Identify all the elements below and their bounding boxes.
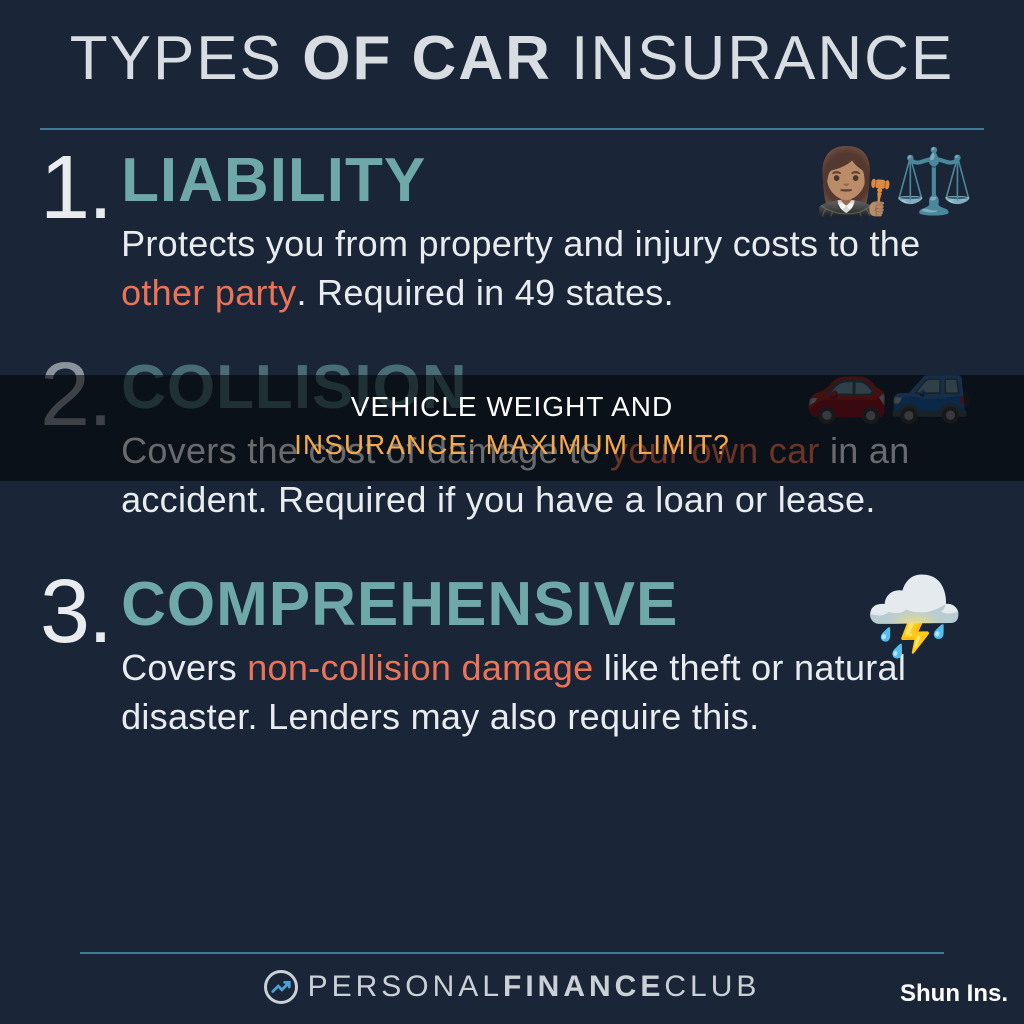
divider-bottom bbox=[80, 952, 944, 954]
overlay-banner: VEHICLE WEIGHT AND INSURANCE: MAXIMUM LI… bbox=[0, 375, 1024, 481]
attribution-label: Shun Ins. bbox=[900, 980, 1008, 1008]
item-description: Protects you from property and injury co… bbox=[121, 220, 984, 317]
item-comprehensive: 3. ⛈️ COMPREHENSIVE Covers non-collision… bbox=[40, 574, 984, 741]
overlay-line2: INSURANCE: MAXIMUM LIMIT? bbox=[0, 429, 1024, 461]
title-pre: TYPES bbox=[70, 24, 303, 93]
header: TYPES OF CAR INSURANCE bbox=[0, 0, 1024, 110]
storm-cloud-icon: ⛈️ bbox=[864, 570, 964, 664]
title-bold: OF CAR bbox=[302, 24, 552, 93]
item-heading: COMPREHENSIVE bbox=[121, 574, 678, 636]
footer-brand: PERSONALFINANCECLUB bbox=[40, 970, 984, 1004]
highlight-text: non-collision damage bbox=[247, 647, 593, 688]
item-number: 1. bbox=[40, 150, 111, 227]
title-post: INSURANCE bbox=[552, 24, 954, 93]
logo-icon bbox=[264, 970, 298, 1004]
footer: PERSONALFINANCECLUB bbox=[0, 952, 1024, 1024]
item-description: Covers non-collision damage like theft o… bbox=[121, 644, 984, 741]
item-content: ⛈️ COMPREHENSIVE Covers non-collision da… bbox=[121, 574, 984, 741]
overlay-line1: VEHICLE WEIGHT AND bbox=[0, 391, 1024, 423]
judge-scales-icon: 👩🏽‍⚖️⚖️ bbox=[815, 144, 974, 219]
highlight-text: other party bbox=[121, 272, 296, 313]
item-content: 👩🏽‍⚖️⚖️ LIABILITY Protects you from prop… bbox=[121, 150, 984, 317]
footer-brand-text: PERSONALFINANCECLUB bbox=[308, 970, 761, 1004]
item-number: 3. bbox=[40, 574, 111, 651]
item-liability: 1. 👩🏽‍⚖️⚖️ LIABILITY Protects you from p… bbox=[40, 150, 984, 317]
page-title: TYPES OF CAR INSURANCE bbox=[40, 28, 984, 90]
chart-arrow-icon bbox=[270, 976, 292, 998]
item-heading: LIABILITY bbox=[121, 150, 426, 212]
